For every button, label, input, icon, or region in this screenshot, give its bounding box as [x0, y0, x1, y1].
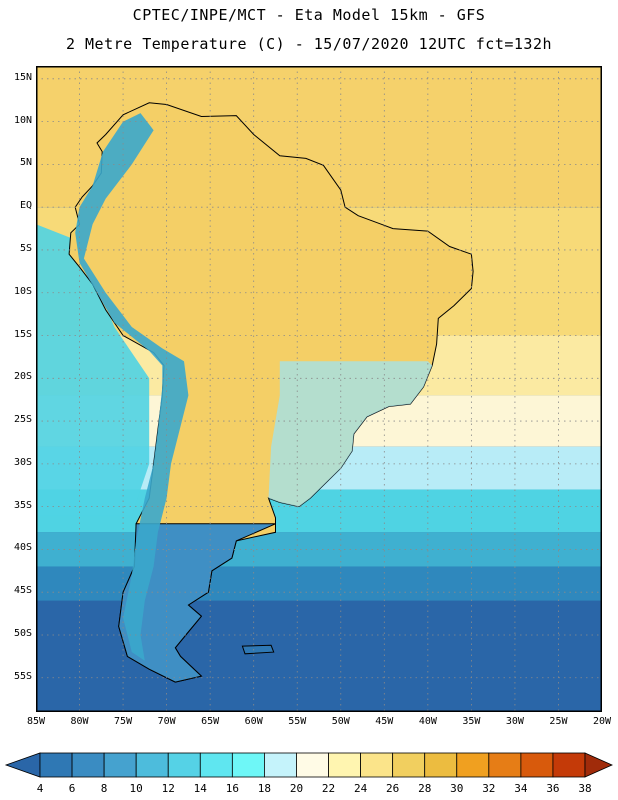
colorbar-tick-label: 16 [225, 782, 239, 795]
lat-tick-label: 5N [19, 157, 32, 169]
colorbar-tick-label: 24 [353, 782, 368, 795]
colorbar-swatch [264, 752, 297, 778]
patagonia-cold-land [118, 523, 276, 683]
lat-tick-label: 10S [13, 285, 32, 297]
lon-tick-label: 85W [26, 716, 46, 727]
colorbar-swatch [167, 752, 201, 778]
colorbar-tick-label: 8 [100, 782, 108, 795]
pacific-cool-current [36, 224, 150, 516]
lat-tick-label: 10N [13, 114, 32, 126]
lon-tick-label: 25W [549, 716, 568, 727]
colorbar-tick-label: 14 [193, 782, 207, 795]
lat-tick-label: 35S [13, 499, 32, 511]
colorbar-tick-label: 12 [161, 782, 175, 795]
temperature-band-7 [36, 566, 602, 601]
colorbar-arrow-high [584, 752, 613, 778]
colorbar-swatch [296, 752, 329, 778]
colorbar-tick-label: 32 [482, 782, 496, 795]
colorbar-swatch [71, 752, 105, 778]
colorbar-tick-label: 6 [68, 782, 76, 795]
lon-tick-label: 60W [244, 716, 263, 727]
colorbar-tick-label: 38 [578, 782, 592, 795]
lat-tick-label: 15N [13, 71, 32, 83]
colorbar-tick-label: 4 [36, 782, 44, 795]
lat-tick-label: 25S [13, 414, 32, 426]
lon-tick-label: 80W [70, 716, 89, 727]
colorbar-swatch [231, 752, 265, 778]
map-panel [36, 66, 602, 712]
lat-tick-label: 5S [19, 242, 32, 254]
colorbar-tick-label: 18 [257, 782, 272, 795]
lon-tick-label: 20W [592, 716, 612, 727]
falkland-islands [241, 644, 275, 655]
temperature-map [36, 66, 602, 712]
colorbar-swatch [424, 752, 458, 778]
southeast-brazil-cool-zone [268, 361, 433, 507]
colorbar-arrow-low [4, 752, 41, 778]
lon-tick-label: 40W [418, 716, 437, 727]
lat-tick-label: 55S [13, 670, 32, 682]
colorbar-swatch [360, 752, 394, 778]
andes-cold-strip [75, 113, 189, 661]
colorbar-swatch [199, 752, 233, 778]
lon-tick-label: 45W [375, 716, 394, 727]
lon-tick-label: 30W [505, 716, 524, 727]
lat-tick-label: 50S [13, 627, 32, 639]
colorbar-swatch [456, 752, 490, 778]
lat-tick-label: 30S [13, 456, 32, 468]
colorbar-swatch [552, 752, 586, 778]
lon-tick-label: 50W [331, 716, 350, 727]
colorbar-swatch [328, 752, 361, 778]
lon-tick-label: 65W [201, 716, 220, 727]
colorbar-swatch [135, 752, 169, 778]
colorbar-tick-label: 20 [289, 782, 304, 795]
colorbar-tick-label: 28 [418, 782, 432, 795]
colorbar-tick-label: 22 [321, 782, 336, 795]
colorbar-legend [0, 745, 618, 800]
lat-tick-label: 15S [13, 328, 32, 340]
map-subtitle: 2 Metre Temperature (C) - 15/07/2020 12U… [65, 35, 553, 53]
map-border [36, 66, 602, 712]
colorbar-swatch [488, 752, 522, 778]
colorbar-swatch [520, 752, 554, 778]
colorbar-swatch [39, 752, 73, 778]
colorbar-tick-label: 30 [450, 782, 464, 795]
colorbar-tick-label: 34 [514, 782, 528, 795]
lat-tick-label: 40S [13, 542, 32, 554]
lat-tick-label: 45S [13, 585, 32, 597]
lat-tick-label: EQ [19, 200, 32, 212]
colorbar-swatch [103, 752, 137, 778]
lat-tick-label: 20S [13, 371, 32, 383]
colorbar-tick-label: 26 [386, 782, 400, 795]
lon-tick-label: 35W [462, 716, 481, 727]
map-title: CPTEC/INPE/MCT - Eta Model 15km - GFS [132, 6, 486, 24]
colorbar [4, 752, 613, 778]
lon-tick-label: 70W [157, 716, 176, 727]
lon-tick-label: 75W [114, 716, 133, 727]
colorbar-swatch [392, 752, 426, 778]
temperature-band-6 [36, 532, 602, 567]
colorbar-tick-label: 10 [129, 782, 143, 795]
colorbar-tick-label: 36 [546, 782, 560, 795]
lon-tick-label: 55W [288, 716, 307, 727]
